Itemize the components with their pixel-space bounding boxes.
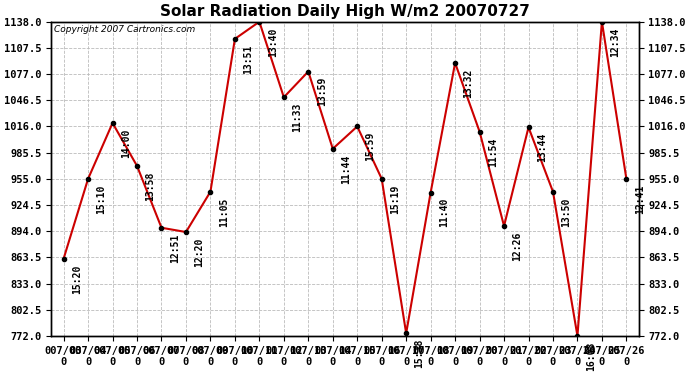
Text: 13:58: 13:58 (146, 171, 155, 201)
Text: 15:19: 15:19 (390, 184, 400, 214)
Text: 11:33: 11:33 (292, 103, 302, 132)
Text: 11:54: 11:54 (488, 137, 498, 166)
Text: 11:40: 11:40 (439, 198, 449, 228)
Text: 12:34: 12:34 (610, 27, 620, 57)
Text: 16:03: 16:03 (586, 342, 595, 371)
Text: 12:51: 12:51 (170, 233, 180, 262)
Text: 15:20: 15:20 (72, 264, 82, 294)
Title: Solar Radiation Daily High W/m2 20070727: Solar Radiation Daily High W/m2 20070727 (160, 4, 530, 19)
Text: 12:20: 12:20 (195, 238, 204, 267)
Text: 15:38: 15:38 (415, 339, 424, 368)
Text: 14:00: 14:00 (121, 129, 131, 158)
Text: 13:51: 13:51 (244, 45, 253, 74)
Text: Copyright 2007 Cartronics.com: Copyright 2007 Cartronics.com (55, 25, 195, 34)
Text: 11:44: 11:44 (341, 154, 351, 184)
Text: 13:59: 13:59 (317, 77, 326, 106)
Text: 12:41: 12:41 (635, 184, 644, 214)
Text: 15:10: 15:10 (97, 184, 106, 214)
Text: 12:26: 12:26 (513, 232, 522, 261)
Text: 13:40: 13:40 (268, 27, 277, 57)
Text: 15:59: 15:59 (366, 132, 375, 161)
Text: 13:44: 13:44 (537, 133, 547, 162)
Text: 13:32: 13:32 (464, 69, 473, 98)
Text: 11:05: 11:05 (219, 197, 229, 226)
Text: 13:50: 13:50 (561, 197, 571, 226)
